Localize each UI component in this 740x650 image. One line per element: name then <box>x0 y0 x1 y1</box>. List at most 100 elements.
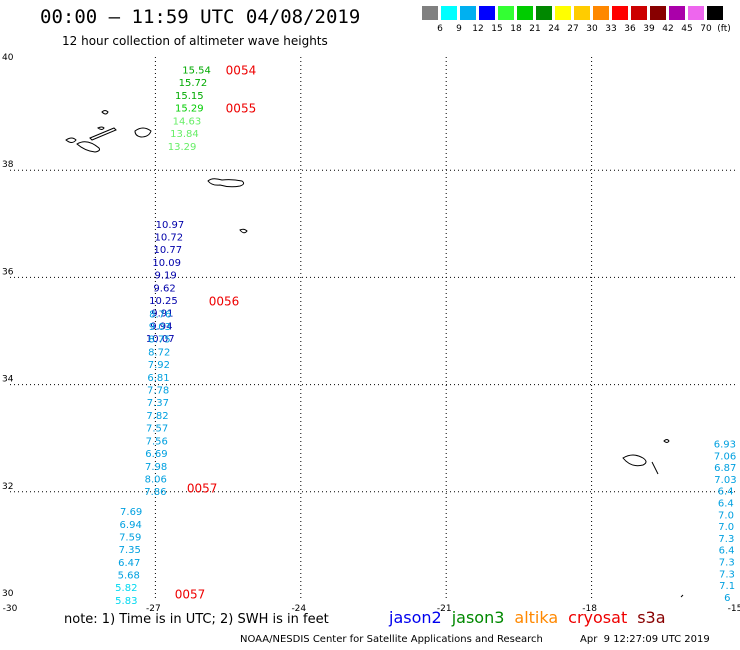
swh-value: 7.37 <box>147 398 169 409</box>
swh-value: 15.54 <box>182 65 211 76</box>
legend-label: 70 <box>700 24 712 34</box>
swh-value: 9.91 <box>151 309 173 320</box>
credit-line: NOAA/NESDIS Center for Satellite Applica… <box>240 634 543 645</box>
satellite-legend: jason2 jason3 altika cryosat s3a <box>389 608 676 627</box>
island-faial <box>65 137 77 143</box>
swh-value: 7.3 <box>719 569 735 580</box>
legend-label: 39 <box>643 24 655 34</box>
time-label: 0054 <box>226 63 257 77</box>
legend-label: 36 <box>624 24 636 34</box>
lat-tick-label: 40 <box>2 53 14 63</box>
island-sao-jorge <box>89 127 117 141</box>
lon-tick-label: -21 <box>437 604 452 614</box>
swh-value: 7.3 <box>719 557 735 568</box>
swh-value: 7.03 <box>714 475 736 486</box>
swh-value: 8.06 <box>145 474 167 485</box>
swh-value: 8.72 <box>148 347 170 358</box>
lon-tick-label: -30 <box>3 604 18 614</box>
lat-tick-label: 30 <box>2 589 14 599</box>
legend-unit: (ft) <box>717 24 731 34</box>
legend-label: 6 <box>437 24 443 34</box>
legend-label: 15 <box>491 24 503 34</box>
swh-value: 9.03 <box>149 322 171 333</box>
swh-value: 15.15 <box>175 91 204 102</box>
swh-value: 7.06 <box>714 451 736 462</box>
legend-swatch <box>460 6 476 20</box>
swh-value: 6.4 <box>718 499 734 510</box>
satellite-altika: altika <box>514 608 559 627</box>
map-title: 00:00 – 11:59 UTC 04/08/2019 <box>40 6 361 28</box>
swh-value: 10.07 <box>146 334 175 345</box>
legend-label: 42 <box>662 24 674 34</box>
swh-value: 6.94 <box>120 520 142 531</box>
legend-swatch <box>631 6 647 20</box>
legend-label: 9 <box>456 24 462 34</box>
swh-value: 13.84 <box>170 129 199 140</box>
swh-value: 7.86 <box>144 487 166 498</box>
swh-value: 7.98 <box>145 462 167 473</box>
swh-value: 7.0 <box>718 510 734 521</box>
swh-value: 7.69 <box>120 507 142 518</box>
satellite-cryosat: cryosat <box>568 608 628 627</box>
swh-value: 5.68 <box>118 571 140 582</box>
swh-value: 8.76 <box>149 309 171 320</box>
island-flores <box>101 110 109 115</box>
swh-value: 7.57 <box>146 424 168 435</box>
swh-value: 6 <box>724 593 730 604</box>
legend-swatch <box>669 6 685 20</box>
swh-value: 5.82 <box>115 583 137 594</box>
coastlines <box>65 110 684 598</box>
legend-swatch <box>650 6 666 20</box>
swh-value: 6.69 <box>145 449 167 460</box>
time-label: 0057 <box>187 482 218 496</box>
legend-label: 24 <box>548 24 560 34</box>
swh-value: 9.62 <box>153 283 175 294</box>
map-subtitle: 12 hour collection of altimeter wave hei… <box>62 34 328 48</box>
legend-label: 45 <box>681 24 693 34</box>
satellite-jason2: jason2 <box>389 608 442 627</box>
time-label: 0056 <box>209 294 240 308</box>
legend-label: 12 <box>472 24 484 34</box>
legend-swatch <box>536 6 552 20</box>
swh-value: 9.94 <box>150 321 172 332</box>
footnote: note: 1) Time is in UTC; 2) SWH is in fe… <box>64 612 329 627</box>
lat-tick-label: 36 <box>2 267 14 277</box>
swh-value: 10.77 <box>153 245 182 256</box>
lon-tick-label: -27 <box>146 604 161 614</box>
legend-label: 30 <box>586 24 598 34</box>
legend-label: 18 <box>510 24 522 34</box>
lon-tick-label: -15 <box>728 604 740 614</box>
swh-value: 8.75 <box>148 335 170 346</box>
axis-labels: -30 -27 -24 -21 -18 -15 40 38 36 34 32 30 <box>2 53 740 614</box>
legend-swatch <box>479 6 495 20</box>
swh-value: 9.19 <box>154 271 176 282</box>
lon-tick-label: -24 <box>291 604 306 614</box>
swh-value: 13.29 <box>168 142 197 153</box>
swh-value: 14.63 <box>173 116 202 127</box>
legend-label: 33 <box>605 24 617 34</box>
swh-value: 7.56 <box>146 436 168 447</box>
swh-value: 15.29 <box>175 103 204 114</box>
swh-value: 10.72 <box>155 233 184 244</box>
legend-swatch <box>517 6 533 20</box>
satellite-s3a: s3a <box>637 608 666 627</box>
island-terceira <box>134 127 152 138</box>
legend-swatch <box>574 6 590 20</box>
legend-swatch <box>441 6 457 20</box>
swh-value: 10.97 <box>156 220 185 231</box>
legend-swatch <box>707 6 723 20</box>
legend-swatch <box>593 6 609 20</box>
generated-time: Apr 9 12:27:09 UTC 2019 <box>580 634 710 645</box>
swh-value: 6.81 <box>147 373 169 384</box>
swh-value: 10.25 <box>149 296 178 307</box>
island-madeira <box>622 454 647 467</box>
swh-value: 6.87 <box>714 463 736 474</box>
swh-value: 5.83 <box>115 596 137 607</box>
legend-swatch <box>555 6 571 20</box>
satellite-jason3: jason3 <box>451 608 505 627</box>
island-selvagens <box>680 594 684 598</box>
island-porto-santo <box>663 439 670 443</box>
lat-tick-label: 34 <box>2 375 14 385</box>
